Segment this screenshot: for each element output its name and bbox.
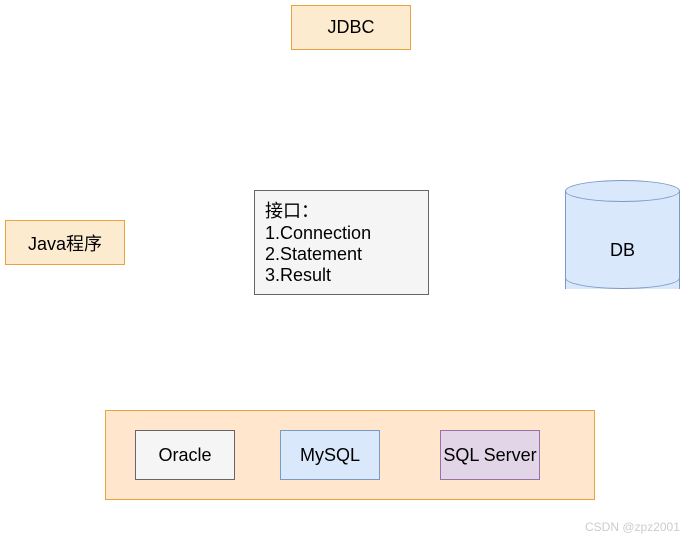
interfaces-line-2: 2.Statement: [265, 244, 418, 265]
watermark-text: CSDN @zpz2001: [585, 520, 680, 534]
db-label-wrap: DB: [565, 240, 680, 261]
interfaces-line-1: 1.Connection: [265, 223, 418, 244]
sqlserver-label: SQL Server: [443, 445, 536, 466]
java-program-box: Java程序: [5, 220, 125, 265]
mysql-box: MySQL: [280, 430, 380, 480]
sqlserver-box: SQL Server: [440, 430, 540, 480]
java-program-label: Java程序: [28, 230, 102, 256]
db-cylinder-top: [565, 180, 680, 202]
oracle-label: Oracle: [158, 445, 211, 466]
interfaces-title: 接口：: [265, 197, 418, 223]
db-label: DB: [610, 240, 635, 260]
db-cylinder: DB: [565, 180, 680, 300]
interfaces-line-3: 3.Result: [265, 265, 418, 286]
oracle-box: Oracle: [135, 430, 235, 480]
jdbc-label: JDBC: [327, 17, 374, 38]
jdbc-box: JDBC: [291, 5, 411, 50]
mysql-label: MySQL: [300, 445, 360, 466]
interfaces-box: 接口： 1.Connection 2.Statement 3.Result: [254, 190, 429, 295]
